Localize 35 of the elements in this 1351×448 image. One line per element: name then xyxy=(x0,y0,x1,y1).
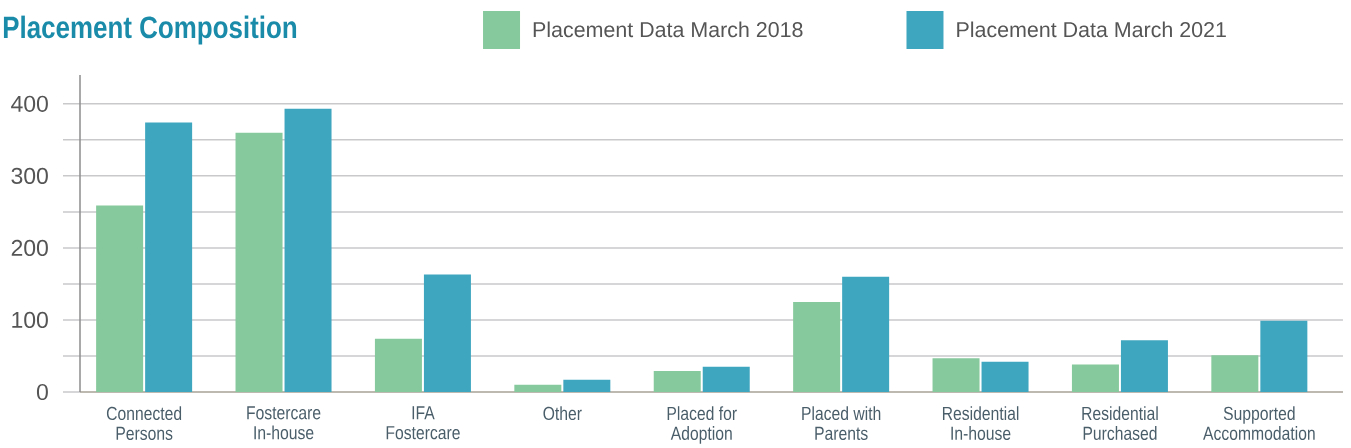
x-tick-label: Connected Persons xyxy=(106,406,182,441)
bar xyxy=(653,371,701,392)
bar xyxy=(1120,340,1168,392)
bar xyxy=(1211,355,1259,392)
x-tick-label: Residential In-house xyxy=(942,406,1019,441)
x-tick-label: Supported Accommodation xyxy=(1203,406,1315,441)
bar xyxy=(145,122,193,392)
bar xyxy=(514,384,562,392)
x-tick-label: Placed with Parents xyxy=(802,406,881,441)
y-tick-label: 400 xyxy=(11,95,48,112)
x-tick-label: Fostercare In-house xyxy=(247,406,321,440)
x-tick-label: Residential Purchased xyxy=(1082,406,1158,441)
bar xyxy=(1260,320,1308,392)
x-tick-label: Other xyxy=(543,406,582,421)
legend-label: Placement Data March 2018 xyxy=(533,21,803,38)
bar xyxy=(842,276,890,392)
y-tick-label: 0 xyxy=(36,383,48,401)
bar xyxy=(284,108,332,392)
x-tick-label: Placed for Adoption xyxy=(667,406,737,444)
bar xyxy=(423,274,471,392)
bar xyxy=(932,358,980,392)
y-tick-label: 100 xyxy=(12,311,48,329)
bar xyxy=(96,205,144,392)
x-tick-label: IFA Fostercare xyxy=(386,406,460,440)
chart-title: Placement Composition xyxy=(3,15,297,45)
y-tick-label: 300 xyxy=(11,167,48,184)
bar xyxy=(374,338,422,392)
bar xyxy=(793,301,841,392)
legend-label: Placement Data March 2021 xyxy=(957,21,1226,38)
bar xyxy=(981,361,1029,392)
bar xyxy=(235,132,283,392)
bar xyxy=(702,366,750,392)
bar xyxy=(1071,364,1119,392)
bar xyxy=(563,379,611,392)
y-tick-label: 200 xyxy=(11,239,48,257)
